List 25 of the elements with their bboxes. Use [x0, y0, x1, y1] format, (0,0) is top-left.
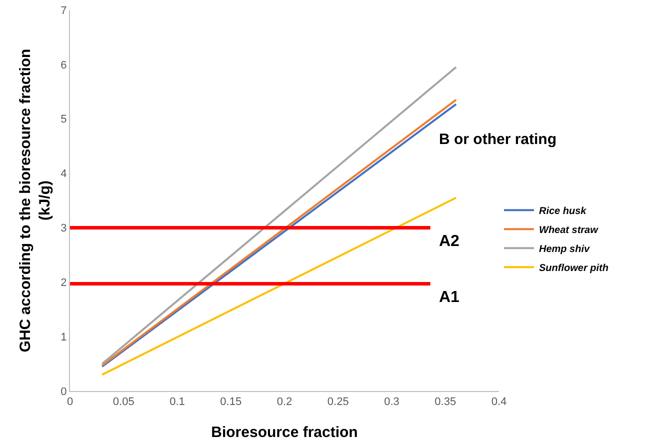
x-tick-label: 0.35: [434, 396, 456, 408]
x-tick-label: 0.25: [327, 396, 349, 408]
ref-line-label: A2: [439, 233, 460, 250]
y-tick-label: 2: [60, 276, 67, 289]
legend-label: Wheat straw: [539, 225, 600, 236]
x-tick-label: 0.4: [491, 396, 507, 408]
legend-label: Hemp shiv: [539, 244, 592, 255]
annotation: B or other rating: [439, 131, 557, 148]
x-tick-label: 0.15: [220, 396, 242, 408]
x-tick-label: 0.1: [170, 396, 185, 408]
y-tick-label: 4: [60, 168, 67, 180]
ref-line-label: A1: [439, 289, 460, 306]
y-tick-label: 6: [60, 59, 67, 72]
x-tick-label: 0.05: [112, 396, 134, 408]
y-tick-label: 5: [60, 114, 67, 126]
y-tick-label: 3: [60, 222, 67, 235]
y-tick-label: 7: [60, 4, 67, 17]
legend-label: Sunflower pith: [539, 263, 608, 274]
legend-label: Rice husk: [539, 206, 587, 217]
y-tick-label: 1: [60, 331, 67, 344]
x-tick-label: 0.3: [384, 396, 400, 408]
x-tick-label: 0.2: [276, 396, 292, 408]
y-axis-title: GHC according to the bioresource fraction (kJ/g): [17, 48, 54, 352]
y-tick-label: 0: [60, 386, 67, 398]
x-axis-title: Bioresource fraction: [211, 424, 358, 441]
